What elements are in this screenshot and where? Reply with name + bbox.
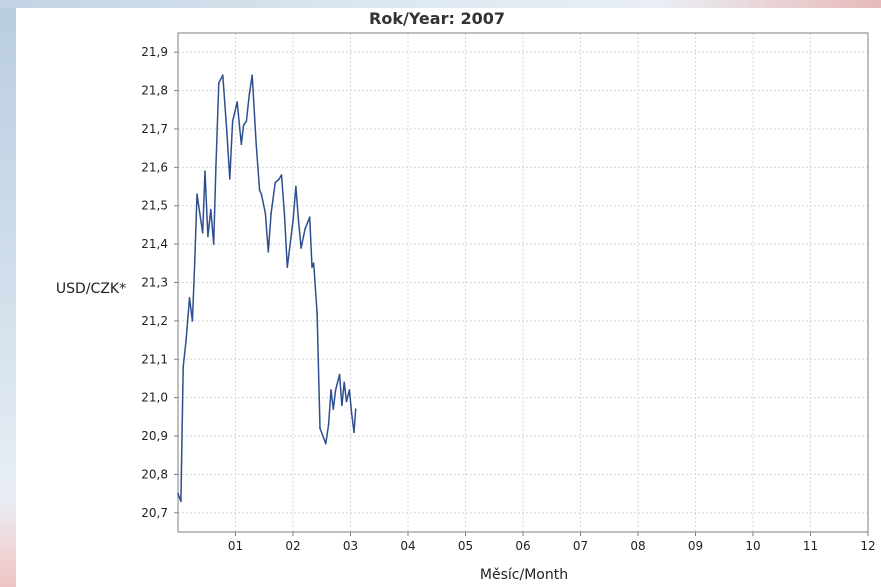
data-point	[229, 178, 231, 180]
data-point	[292, 220, 294, 222]
data-point	[191, 320, 194, 322]
y-tick-label: 21,1	[141, 352, 168, 366]
data-point	[255, 143, 257, 146]
y-tick-label: 21,8	[141, 84, 168, 98]
data-point	[280, 174, 283, 176]
data-point	[341, 404, 343, 407]
data-point	[201, 231, 204, 234]
data-point	[231, 120, 234, 123]
data-point	[353, 431, 355, 434]
y-tick-labels: 20,7 20,8 20,9 21,0 21,1 21,2 21,3 21,4 21,5 21,6…	[141, 45, 168, 520]
data-point	[210, 208, 212, 211]
y-tick-label: 21,9	[141, 45, 168, 59]
data-point	[316, 312, 318, 315]
data-point	[267, 251, 270, 253]
x-tick-label: 06	[515, 539, 530, 553]
y-tick-label: 21,2	[141, 314, 168, 328]
x-tick-label: 01	[228, 539, 243, 553]
data-point	[245, 120, 248, 123]
data-point	[350, 412, 353, 414]
data-point	[212, 243, 215, 245]
x-tick-label: 03	[343, 539, 358, 553]
data-point	[304, 228, 306, 230]
data-point	[188, 297, 191, 299]
data-point	[325, 442, 327, 445]
y-tick-label: 20,8	[141, 467, 168, 481]
data-point	[240, 143, 243, 146]
data-point	[242, 124, 245, 126]
data-point	[251, 74, 253, 76]
data-point	[207, 235, 209, 238]
y-tick-label: 20,9	[141, 429, 168, 443]
data-point	[286, 266, 289, 268]
data-point	[322, 435, 324, 437]
data-point	[180, 500, 182, 503]
chart-background	[16, 8, 881, 587]
x-tick-label: 05	[458, 539, 473, 553]
data-point	[185, 339, 187, 341]
data-point	[236, 101, 238, 103]
data-point	[348, 389, 351, 391]
data-point	[226, 132, 228, 134]
data-point	[177, 492, 179, 495]
y-tick-label: 21,5	[141, 199, 168, 213]
data-point	[308, 216, 311, 218]
data-point	[218, 82, 220, 84]
data-point	[193, 262, 196, 265]
x-tick-label: 09	[688, 539, 703, 553]
data-point	[330, 389, 332, 391]
x-tick-label: 02	[285, 539, 300, 553]
data-point	[332, 408, 335, 411]
y-axis-title: USD/CZK*	[56, 281, 126, 297]
data-point	[215, 166, 217, 169]
data-point	[258, 189, 261, 192]
y-tick-label: 21,0	[141, 391, 168, 405]
y-tick-label: 20,7	[141, 506, 168, 520]
data-point	[312, 262, 315, 265]
y-tick-label: 21,6	[141, 160, 168, 174]
data-point	[196, 193, 198, 195]
chart-title: Rok/Year: 2007	[369, 9, 505, 28]
data-point	[334, 389, 337, 391]
data-point	[311, 266, 313, 268]
grid	[178, 33, 869, 532]
y-tick-label: 21,3	[141, 276, 168, 290]
x-axis-title: Měsíc/Month	[480, 567, 568, 583]
data-point	[300, 247, 302, 249]
data-point	[343, 381, 346, 384]
data-point	[270, 212, 272, 215]
data-point	[345, 400, 348, 403]
data-point	[283, 212, 286, 215]
data-point	[319, 427, 321, 430]
axis-ticks	[174, 51, 869, 536]
data-point	[295, 185, 297, 188]
series-points	[177, 74, 357, 503]
x-tick-label: 10	[745, 539, 760, 553]
y-tick-label: 21,4	[141, 237, 168, 251]
data-point	[248, 93, 251, 96]
data-point	[204, 170, 206, 172]
data-point	[338, 373, 341, 376]
x-tick-labels: 01 02 03 04 05 06 07 08 09 10 11 12	[228, 539, 876, 553]
data-point	[264, 212, 267, 215]
data-point	[354, 408, 357, 411]
y-tick-label: 21,7	[141, 122, 168, 136]
data-point	[182, 366, 184, 368]
data-point	[260, 193, 263, 195]
x-tick-label: 07	[573, 539, 588, 553]
backdrop-gradient-left	[0, 0, 16, 587]
x-tick-label: 11	[803, 539, 818, 553]
x-tick-label: 04	[400, 539, 415, 553]
x-tick-label: 08	[630, 539, 645, 553]
data-point	[274, 181, 277, 184]
data-point	[222, 74, 224, 76]
x-tick-label: 12	[860, 539, 875, 553]
backdrop-gradient-top	[0, 0, 881, 8]
data-point	[297, 216, 300, 218]
data-point	[327, 423, 330, 426]
data-point	[199, 212, 201, 215]
data-point	[278, 178, 281, 180]
